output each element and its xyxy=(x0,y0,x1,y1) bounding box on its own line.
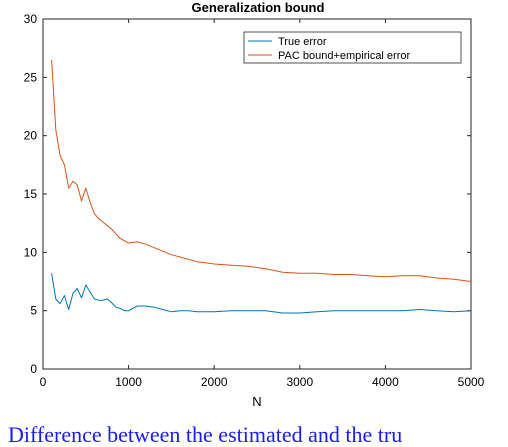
series-line-true-error xyxy=(51,273,472,314)
y-tick-label: 0 xyxy=(30,362,37,376)
y-tick-label: 30 xyxy=(24,12,38,26)
x-tick-label: 3000 xyxy=(286,375,313,389)
x-tick-label: 5000 xyxy=(458,375,485,389)
y-axis: 0 5 10 15 20 25 30 xyxy=(24,12,471,376)
plot-area xyxy=(42,18,472,370)
legend-box xyxy=(243,31,462,64)
x-tick-label: 2000 xyxy=(201,375,228,389)
x-axis-label: N xyxy=(252,394,261,409)
y-tick-label: 20 xyxy=(24,129,38,143)
series-layer xyxy=(51,59,472,314)
chart: Generalization bound 0 1000 2000 3000 4000 50… xyxy=(24,0,485,409)
y-tick-label: 15 xyxy=(24,187,38,201)
figure-caption: Difference between the estimated and the… xyxy=(8,422,403,447)
x-axis: 0 1000 2000 3000 4000 5000 xyxy=(40,19,485,389)
y-tick-label: 25 xyxy=(24,70,38,84)
legend-label-pac-bound: PAC bound+empirical error xyxy=(278,50,410,62)
chart-title: Generalization bound xyxy=(192,0,325,15)
legend-label-true-error: True error xyxy=(278,36,327,48)
y-tick-label: 10 xyxy=(24,245,38,259)
legend: True error PAC bound+empirical error xyxy=(243,31,462,64)
x-tick-label: 4000 xyxy=(372,375,399,389)
y-tick-label: 5 xyxy=(30,304,37,318)
x-tick-label: 1000 xyxy=(115,375,142,389)
x-tick-label: 0 xyxy=(40,375,47,389)
series-line-pac-bound xyxy=(51,59,472,282)
